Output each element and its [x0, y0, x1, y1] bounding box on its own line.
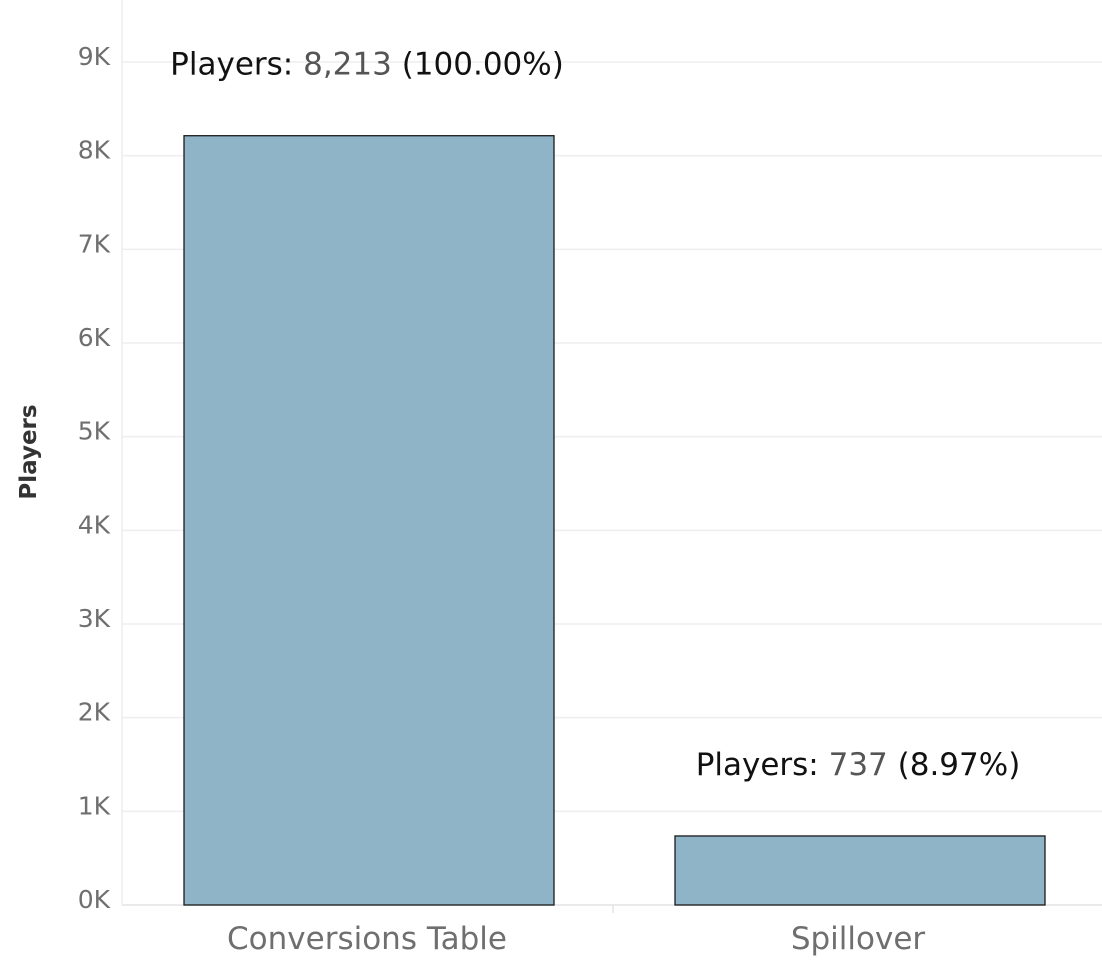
y-tick-label: 5K — [78, 417, 111, 446]
data-label-value: 737 — [829, 747, 888, 783]
data-label-prefix: Players: — [170, 47, 303, 83]
y-tick-labels: 0K 1K 2K 3K 4K 5K 6K 7K 8K 9K — [78, 42, 111, 914]
y-tick-label: 2K — [78, 698, 111, 727]
bar-data-label: Players: 8,213 (100.00%) — [170, 47, 564, 83]
y-tick-label: 0K — [78, 885, 111, 914]
data-label-percent: (100.00%) — [392, 47, 564, 83]
y-tick-label: 6K — [78, 323, 111, 352]
y-tick-label: 1K — [78, 791, 111, 820]
category-label: Spillover — [791, 921, 926, 957]
y-tick-label: 7K — [78, 229, 111, 258]
y-tick-label: 3K — [78, 604, 111, 633]
data-labels: Players: 8,213 (100.00%)Players: 737 (8.… — [170, 47, 1020, 783]
category-labels: Conversions Table Spillover — [227, 921, 925, 957]
category-label: Conversions Table — [227, 921, 507, 957]
y-tick-label: 9K — [78, 42, 111, 71]
data-label-value: 8,213 — [303, 47, 392, 83]
data-label-prefix: Players: — [696, 747, 829, 783]
data-label-percent: (8.97%) — [888, 747, 1021, 783]
y-tick-label: 4K — [78, 510, 111, 539]
bars — [183, 135, 1046, 906]
bar-spillover[interactable] — [674, 835, 1046, 906]
bar-data-label: Players: 737 (8.97%) — [696, 747, 1021, 783]
y-axis-title: Players — [16, 404, 42, 499]
y-tick-label: 8K — [78, 136, 111, 165]
bar-conversions-table[interactable] — [183, 135, 555, 906]
